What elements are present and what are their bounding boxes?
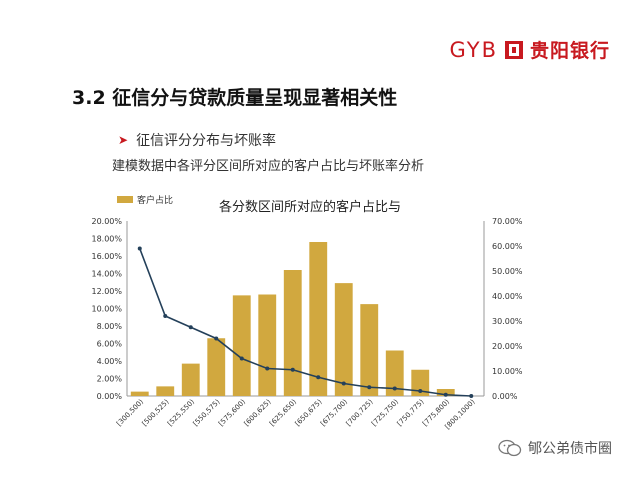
line-point — [341, 381, 346, 386]
y-right-tick-label: 60.00% — [492, 242, 523, 251]
line-series — [137, 246, 474, 398]
bar — [334, 283, 353, 396]
watermark-text: 郇公弟债市圈 — [528, 441, 612, 457]
y-left-tick-label: 18.00% — [91, 235, 122, 244]
y-right-tick-label: 30.00% — [492, 317, 523, 326]
wechat-icon — [498, 439, 522, 457]
line-point — [188, 325, 193, 330]
line-point — [418, 389, 423, 393]
line-point — [239, 356, 244, 361]
bar — [309, 242, 328, 396]
slide-subtitle: 建模数据中各评分区间所对应的客户占比与坏账率分析 — [112, 159, 425, 174]
y-right-tick-label: 10.00% — [492, 367, 523, 376]
bar — [156, 386, 175, 396]
y-right-tick-label: 40.00% — [492, 292, 523, 301]
y-left-tick-label: 20.00% — [91, 217, 122, 226]
bullet-item: ➤ 征信评分分布与坏账率 — [118, 130, 276, 150]
chart-legend: 客户占比 — [117, 194, 173, 206]
watermark: 郇公弟债市圈 — [498, 438, 612, 458]
line-path — [139, 248, 472, 397]
y-left-tick-label: 0.00% — [97, 392, 123, 401]
y-left-tick-label: 10.00% — [91, 305, 122, 314]
bar — [360, 304, 379, 396]
y-left-tick-label: 2.00% — [97, 375, 123, 384]
line-point — [367, 385, 372, 390]
bullet-text: 征信评分分布与坏账率 — [136, 133, 277, 149]
y-right-tick-label: 70.00% — [492, 217, 523, 226]
bar — [207, 338, 226, 396]
y-left-tick-label: 16.00% — [91, 252, 122, 261]
line-point — [443, 392, 448, 397]
y-left-tick-label: 6.00% — [97, 340, 123, 349]
y-left-tick-label: 14.00% — [91, 270, 122, 279]
bar — [283, 270, 302, 396]
bar — [258, 294, 277, 396]
x-tick-labels: [300,500)[500,525)[525,550)[550,575)[575… — [115, 398, 477, 431]
line-point — [290, 367, 295, 372]
legend-label-bar: 客户占比 — [137, 194, 173, 206]
line-point — [214, 336, 219, 341]
logo-latin-text: GYB — [449, 37, 498, 62]
chart-title: 各分数区间所对应的客户占比与 — [219, 199, 401, 215]
y-right-tick-label: 20.00% — [492, 342, 523, 351]
arrow-bullet-icon: ➤ — [118, 133, 129, 147]
bar — [181, 363, 200, 396]
bank-logo-icon — [504, 40, 523, 59]
bar — [411, 369, 430, 396]
bar — [436, 389, 455, 396]
y-right-tick-label: 50.00% — [492, 267, 523, 276]
line-point — [137, 246, 142, 251]
y-left-tick-label: 8.00% — [97, 322, 123, 331]
y-right-tick-label: 0.00% — [492, 392, 518, 401]
y-right-tick-labels: 0.00% 10.00% 20.00% 30.00% 40.00% 50.00% 60.00… — [492, 217, 523, 401]
line-point — [163, 314, 168, 318]
bar — [232, 295, 251, 396]
bar — [130, 391, 149, 396]
bar — [385, 350, 404, 396]
page-title: 3.2 征信分与贷款质量呈现显著相关性 — [72, 87, 398, 109]
line-point — [265, 366, 270, 371]
line-point — [316, 375, 321, 380]
y-left-tick-label: 12.00% — [91, 287, 122, 296]
y-left-tick-labels: 0.00% 2.00% 4.00% 6.00% 8.00% 10.00% 12.00% 14.… — [91, 217, 122, 401]
legend-swatch-bar — [117, 196, 133, 203]
line-point — [469, 394, 474, 398]
line-point — [392, 386, 397, 391]
logo-chinese-text: 贵阳银行 — [529, 40, 610, 62]
bar-series — [130, 242, 455, 396]
y-left-tick-label: 4.00% — [97, 357, 123, 366]
bank-logo: GYB 贵阳银行 — [450, 36, 610, 63]
chart-axes — [126, 221, 485, 397]
